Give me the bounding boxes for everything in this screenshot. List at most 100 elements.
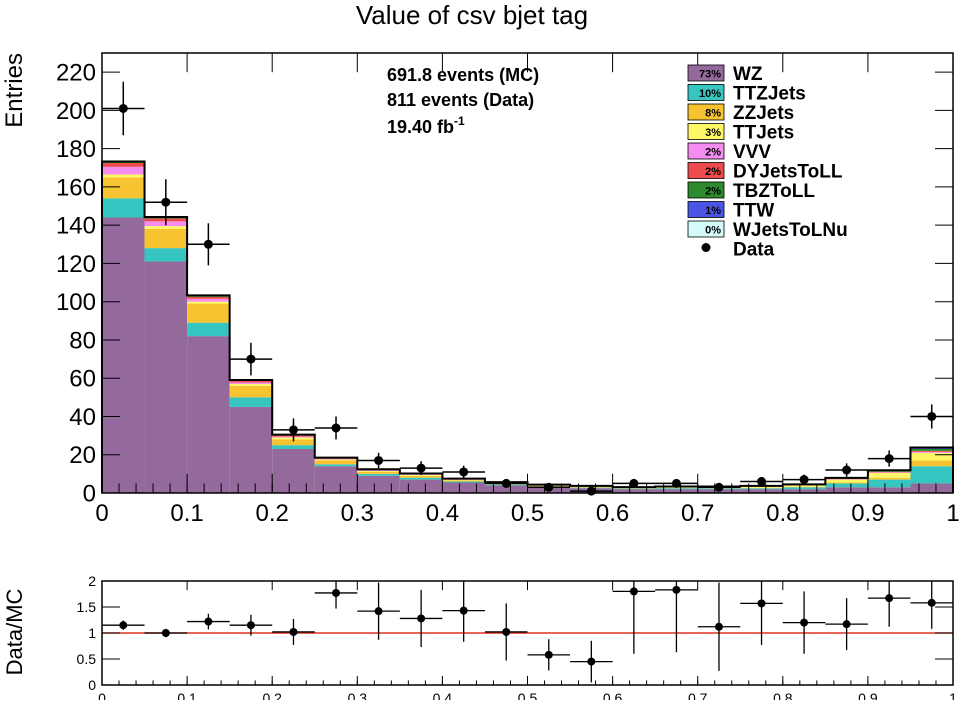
- ratio-x-tick-label: 0.1: [177, 690, 197, 700]
- data-point: [885, 454, 894, 463]
- bar-segment: [868, 480, 911, 488]
- ratio-point: [758, 599, 766, 607]
- bar-segment: [187, 336, 230, 493]
- ratio-point: [928, 599, 936, 607]
- bar-segment: [442, 480, 485, 481]
- bar-segment: [102, 218, 145, 493]
- data-point: [757, 477, 766, 486]
- event-annotations: 691.8 events (MC) 811 events (Data) 19.4…: [387, 65, 539, 137]
- bar-segment: [740, 487, 783, 488]
- bar-segment: [315, 460, 358, 464]
- ratio-point: [885, 594, 893, 602]
- main-y-tick-label: 100: [56, 289, 96, 316]
- bar-segment: [272, 449, 315, 493]
- data-point: [374, 456, 383, 465]
- bar-segment: [315, 459, 358, 460]
- main-x-tick-label: 0.8: [766, 500, 799, 527]
- bar-segment: [102, 198, 145, 217]
- bar-segment: [442, 482, 485, 493]
- bar-segment: [868, 478, 911, 480]
- bar-segment: [825, 480, 868, 483]
- bar-segment: [357, 470, 400, 471]
- bar-segment: [102, 177, 145, 198]
- main-x-tick-label: 0.7: [681, 500, 714, 527]
- data-point: [204, 240, 213, 249]
- bar-segment: [357, 476, 400, 493]
- data-point: [714, 483, 723, 492]
- main-x-tick-label: 0.3: [341, 500, 374, 527]
- bar-segment: [102, 174, 145, 177]
- legend-percent: 2%: [705, 186, 721, 198]
- data-point: [544, 483, 553, 492]
- legend-percent: 10%: [699, 88, 721, 100]
- legend-label: TTZJets: [733, 84, 806, 105]
- main-x-tick-label: 0.5: [511, 500, 544, 527]
- ratio-point: [332, 589, 340, 597]
- bar-segment: [230, 382, 273, 384]
- bar-segment: [230, 407, 273, 493]
- data-point: [459, 467, 468, 476]
- ratio-point: [289, 628, 297, 636]
- data-point: [587, 487, 596, 496]
- bar-segment: [655, 488, 698, 489]
- data-point: [800, 475, 809, 484]
- bar-segment: [825, 487, 868, 493]
- data-point: [927, 412, 936, 421]
- bar-segment: [187, 323, 230, 336]
- bar-segment: [230, 381, 273, 383]
- ratio-point: [247, 621, 255, 629]
- main-x-tick-label: 0.2: [256, 500, 289, 527]
- bar-segment: [825, 482, 868, 483]
- bar-segment: [910, 460, 953, 466]
- main-y-tick-label: 220: [56, 60, 96, 87]
- main-y-tick-label: 0: [83, 480, 96, 507]
- ratio-point: [460, 607, 468, 615]
- ratio-x-tick-label: 0.7: [688, 690, 708, 700]
- bar-segment: [230, 386, 273, 397]
- main-y-tick-label: 160: [56, 174, 96, 201]
- bar-segment: [357, 474, 400, 476]
- main-y-tick-label: 120: [56, 251, 96, 278]
- bar-segment: [740, 488, 783, 489]
- main-y-tick-label: 200: [56, 98, 96, 125]
- ratio-point: [502, 628, 510, 636]
- ratio-x-tick-label: 0.5: [518, 690, 538, 700]
- main-y-tick-label: 40: [69, 404, 96, 431]
- luminosity-exponent: -1: [454, 114, 465, 128]
- bar-segment: [910, 451, 953, 452]
- ratio-point: [715, 623, 723, 631]
- data-point: [119, 104, 128, 113]
- data-point: [332, 423, 341, 432]
- ratio-point: [800, 619, 808, 627]
- ratio-y-axis-label: Data/MC: [2, 588, 27, 675]
- main-x-tick-label: 1: [946, 500, 959, 527]
- bar-segment: [400, 478, 443, 480]
- data-point: [161, 198, 170, 207]
- legend-label: TBZToLL: [733, 181, 815, 202]
- ratio-point: [843, 620, 851, 628]
- legend-label: ZZJets: [733, 103, 794, 124]
- bar-segment: [400, 480, 443, 493]
- bar-segment: [783, 485, 826, 486]
- ratio-point: [587, 658, 595, 666]
- bar-segment: [613, 489, 656, 490]
- bar-segment: [825, 483, 868, 487]
- data-point: [842, 466, 851, 475]
- bar-segment: [868, 472, 911, 473]
- ratio-point: [630, 587, 638, 595]
- luminosity-text: 19.40 fb-1: [387, 114, 465, 137]
- legend-label: Data: [733, 240, 775, 261]
- ratio-point: [545, 651, 553, 659]
- main-y-tick-label: 80: [69, 327, 96, 354]
- bar-segment: [868, 487, 911, 493]
- ratio-point: [204, 618, 212, 626]
- bar-segment: [315, 460, 358, 461]
- legend-label: WJetsToLNu: [733, 220, 848, 241]
- bar-segment: [145, 262, 188, 493]
- legend-percent: 2%: [705, 166, 721, 178]
- bar-segment: [102, 163, 145, 167]
- stacked-bars: [102, 161, 953, 493]
- bar-segment: [442, 482, 485, 483]
